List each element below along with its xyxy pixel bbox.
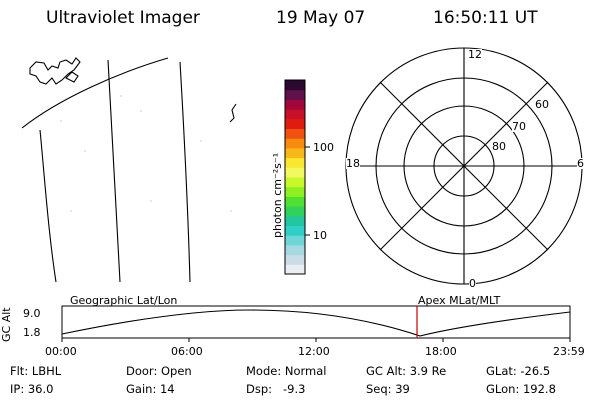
colorbar-segment: [285, 254, 305, 265]
map-meridian-line: [179, 61, 191, 283]
colorbar-segment: [285, 225, 305, 236]
info-ip: IP: 36.0: [10, 382, 54, 396]
polar-label-70: 70: [512, 120, 526, 133]
colorbar-segment: [285, 147, 305, 159]
colorbar-segment: [285, 99, 305, 110]
timeline-tick-0000: 00:00: [45, 345, 77, 358]
polar-label-80: 80: [492, 140, 506, 153]
timeline-tick-0600: 06:00: [171, 345, 203, 358]
polar-label-0: 0: [469, 277, 476, 290]
colorbar-segment: [285, 89, 305, 100]
colorbar-segment: [285, 177, 305, 188]
map-meridian-line: [39, 129, 57, 283]
map-coastline: [65, 71, 79, 83]
polar-label-6: 6: [577, 157, 584, 170]
timeline-y-bottom: 1.8: [23, 326, 41, 339]
colorbar-tick-100: 100: [313, 141, 334, 154]
colorbar-segment: [285, 138, 305, 149]
colorbar-segment: [285, 206, 305, 217]
colorbar-segment: [285, 167, 305, 178]
info-gain: Gain: 14: [126, 382, 175, 396]
map-latitude-line: [21, 57, 169, 129]
colorbar-segment: [285, 264, 305, 275]
info-door: Door: Open: [126, 364, 192, 378]
info-dsp: Dsp: -9.3: [246, 382, 306, 396]
colorbar-segment: [285, 118, 305, 129]
instrument-title: Ultraviolet Imager: [46, 8, 200, 28]
colorbar-segment: [285, 235, 305, 246]
colorbar-segment: [285, 215, 305, 226]
info-filter: Flt: LBHL: [10, 364, 62, 378]
info-seq: Seq: 39: [366, 382, 410, 396]
timeline-tick-1200: 12:00: [298, 345, 330, 358]
timeline-y-top: 9.0: [23, 307, 41, 320]
polar-label-60: 60: [535, 98, 549, 111]
polar-label-18: 18: [346, 157, 360, 170]
colorbar-segment: [285, 186, 305, 197]
colorbar-segment: [285, 196, 305, 207]
timeline-left-caption: Geographic Lat/Lon: [70, 294, 178, 307]
observation-time: 16:50:11 UT: [433, 8, 538, 28]
colorbar-segment: [285, 80, 305, 91]
map-coastline: [229, 103, 237, 123]
colorbar-segment: [285, 109, 305, 120]
info-gc-alt: GC Alt: 3.9 Re: [366, 364, 447, 378]
altitude-curve: [61, 309, 571, 337]
map-coastline: [29, 57, 81, 85]
timeline-tick-2359: 23:59: [553, 345, 585, 358]
timeline-tick-1800: 18:00: [425, 345, 457, 358]
polar-label-12: 12: [468, 48, 482, 61]
colorbar-tick-10: 10: [313, 229, 327, 242]
observation-date: 19 May 07: [276, 8, 366, 28]
colorbar-segment: [285, 128, 305, 139]
timeline-right-caption: Apex MLat/MLT: [418, 294, 501, 307]
info-mode: Mode: Normal: [246, 364, 327, 378]
map-meridian-line: [107, 59, 121, 283]
info-glat: GLat: -26.5: [486, 364, 551, 378]
info-glon: GLon: 192.8: [486, 382, 556, 396]
colorbar-segment: [285, 244, 305, 256]
colorbar-segment: [285, 157, 305, 168]
